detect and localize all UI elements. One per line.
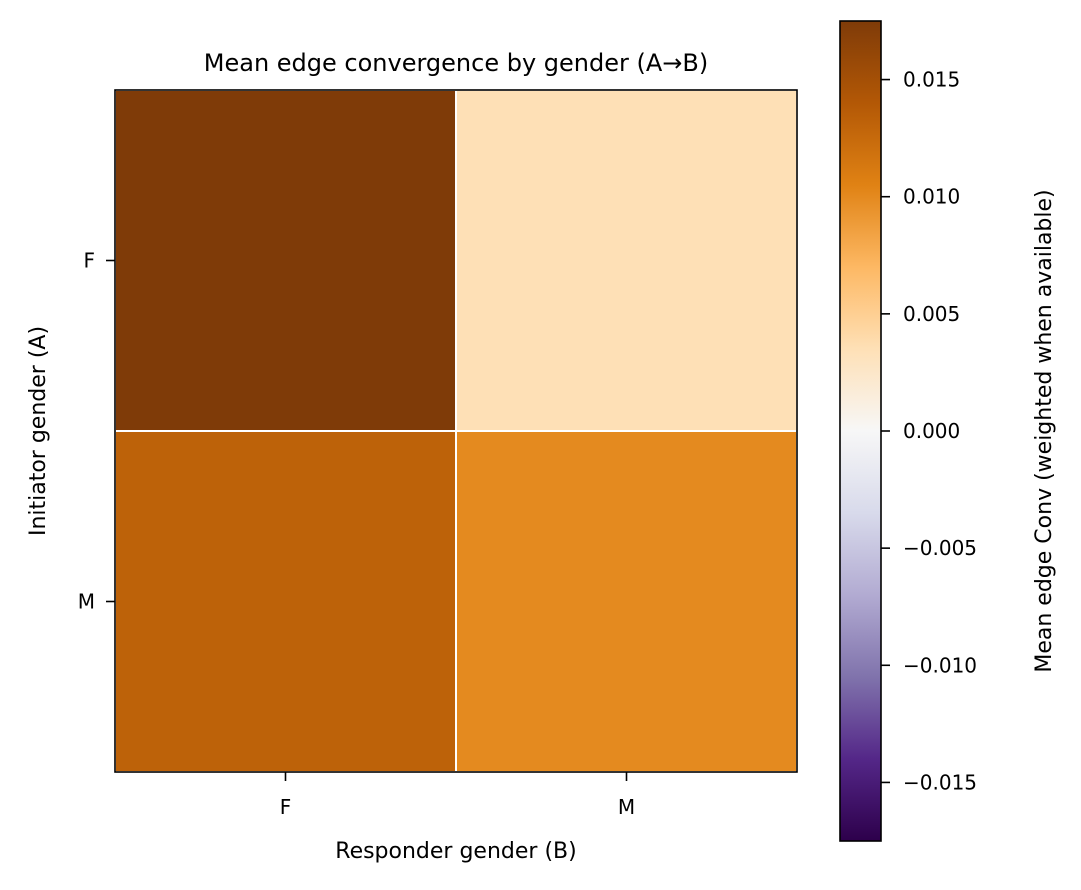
colorbar [839,20,882,842]
heatmap-cell-f-m [455,89,798,432]
plot-frame [114,89,798,773]
heatmap-cells [114,89,798,773]
y-tick-label: F [83,249,95,273]
y-axis-ticks: FM [78,249,115,614]
colorbar-tick-label: 0.005 [903,302,960,326]
heatmap-cell-m-f [114,430,457,773]
heatmap-cell-m-m [455,430,798,773]
colorbar-tick-label: 0.000 [903,419,960,443]
colorbar-label: Mean edge Conv (weighted when available) [1032,189,1057,672]
colorbar-tick-label: −0.010 [903,653,977,677]
x-axis-label: Responder gender (B) [335,839,576,864]
heatmap-cell-f-f [114,89,457,432]
chart-title: Mean edge convergence by gender (A→B) [204,49,708,77]
x-tick-label: F [280,795,292,819]
colorbar-tick-label: −0.005 [903,536,977,560]
y-axis-label: Initiator gender (A) [26,326,51,536]
y-tick-label: M [78,590,95,614]
colorbar-tick-label: −0.015 [903,770,977,794]
colorbar-ticks: 0.015 0.010 0.005 0.000 −0.005 −0.010 −0.015 [881,68,977,794]
colorbar-tick-label: 0.010 [903,185,960,209]
x-tick-label: M [618,795,635,819]
colorbar-tick-label: 0.015 [903,68,960,92]
